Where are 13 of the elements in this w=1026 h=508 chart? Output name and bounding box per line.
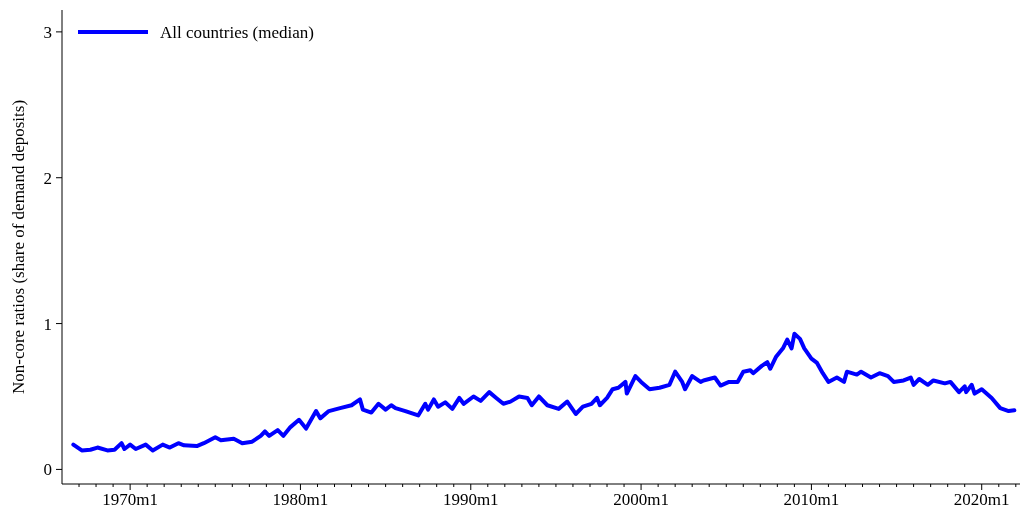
- x-tick-label: 2010m1: [783, 490, 840, 508]
- x-tick-label: 2020m1: [953, 490, 1010, 508]
- y-tick-label: 1: [43, 314, 52, 334]
- x-tick-label: 1990m1: [442, 490, 499, 508]
- x-tick-label: 1970m1: [102, 490, 158, 508]
- line-series: [71, 331, 1017, 453]
- legend-label: All countries (median): [160, 22, 314, 42]
- x-tick-label: 1980m1: [272, 490, 329, 508]
- y-axis-title: Non-core ratios (share of demand deposits): [9, 99, 28, 395]
- y-tick-label: 0: [43, 460, 52, 480]
- x-tick-label: 2000m1: [613, 490, 669, 508]
- y-tick-label: 3: [43, 22, 52, 42]
- y-tick-label: 2: [43, 168, 52, 188]
